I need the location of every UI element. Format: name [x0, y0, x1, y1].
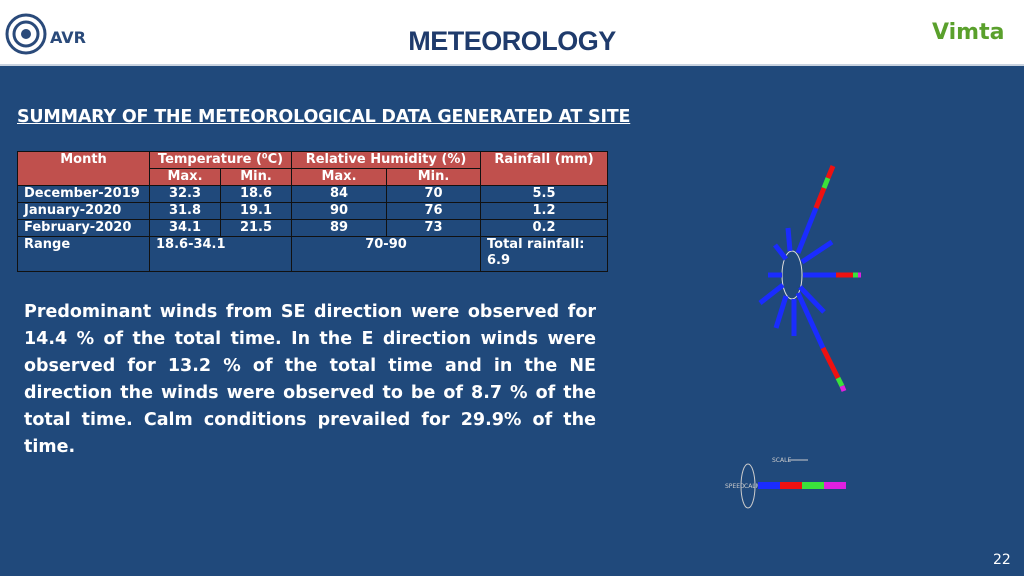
header-bar: AVR METEOROLOGY Vimta [0, 0, 1024, 66]
table-row: February-2020 34.1 21.5 89 73 0.2 [17, 219, 609, 237]
value-cell: 21.5 [220, 219, 292, 237]
month-cell: December-2019 [17, 185, 150, 203]
scale-label: SCALE [772, 457, 791, 464]
header-cell: Rainfall (mm) [480, 151, 609, 186]
header-cell: Relative Humidity (%) [290, 151, 482, 169]
speed-label: SPEED [725, 483, 745, 490]
paragraph: Predominant winds from SE direction were… [24, 302, 596, 457]
range-cell: Total rainfall: 6.9 [480, 236, 609, 272]
range-cell: 18.6-34.1 [149, 236, 292, 272]
value-cell: 31.8 [149, 202, 221, 220]
right-logo-text: Vimta [932, 20, 1005, 45]
data-table: Month Temperature (⁰C) Relative Humidity… [17, 151, 609, 272]
subtitle: SUMMARY OF THE METEOROLOGICAL DATA GENER… [17, 107, 631, 127]
table-row: January-2020 31.8 19.1 90 76 1.2 [17, 202, 609, 220]
header-cell: Temperature (⁰C) [149, 151, 292, 169]
value-cell: 5.5 [480, 185, 609, 203]
value-cell: 19.1 [220, 202, 292, 220]
speed-swatch [780, 482, 802, 489]
slide-title: METEOROLOGY [408, 26, 616, 56]
subheader-cell: Min. [385, 168, 482, 186]
value-cell: 34.1 [149, 219, 221, 237]
value-cell: 18.6 [220, 185, 292, 203]
month-cell: January-2020 [17, 202, 150, 220]
table-row: December-2019 32.3 18.6 84 70 5.5 [17, 185, 609, 203]
header-cell: Month [17, 151, 150, 186]
value-cell: 89 [291, 219, 387, 237]
value-cell: 90 [291, 202, 387, 220]
avr-logo-mark [5, 13, 47, 55]
speed-swatch [802, 482, 824, 489]
value-cell: 70 [385, 185, 482, 203]
wind-spokes [758, 165, 861, 392]
range-cell: 70-90 [290, 236, 482, 272]
month-cell: February-2020 [17, 219, 150, 237]
range-text: Total rainfall: 6.9 [487, 237, 585, 268]
table-body: December-2019 32.3 18.6 84 70 5.5 January-2020… [17, 185, 609, 237]
value-cell: 1.2 [480, 202, 609, 220]
subheader-cell: Min. [220, 168, 292, 186]
value-cell: 84 [291, 185, 387, 203]
page-number: 22 [993, 552, 1011, 568]
legend-calm-circle [740, 463, 756, 509]
value-cell: 0.2 [480, 219, 609, 237]
range-cell: Range [17, 236, 150, 272]
speed-swatch [824, 482, 846, 489]
calm-label: CALM [744, 483, 761, 490]
value-cell: 76 [385, 202, 482, 220]
wind-rose: SCALE SPEED CALM [725, 165, 861, 509]
value-cell: 32.3 [149, 185, 221, 203]
value-cell: 73 [385, 219, 482, 237]
speed-swatch [758, 482, 780, 489]
subheader-cell: Max. [291, 168, 387, 186]
left-logo-text: AVR [50, 28, 86, 47]
subheader-cell: Max. [149, 168, 221, 186]
